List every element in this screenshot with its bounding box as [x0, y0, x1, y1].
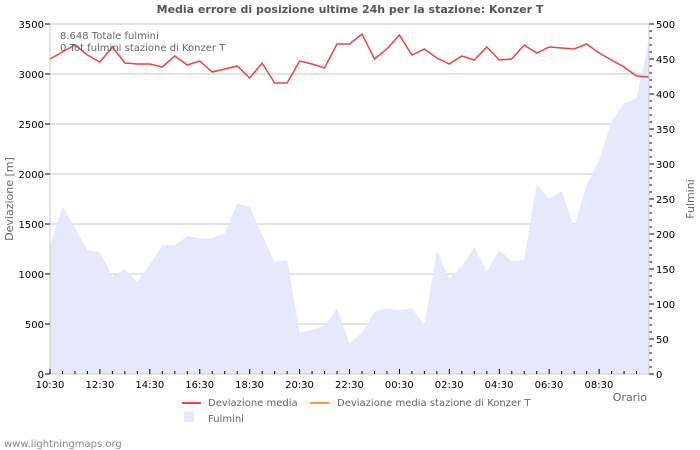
- y-axis-left: 0 500 1000 1500 2000 2500 3000 3500: [19, 20, 50, 381]
- y-right-tick: 400: [656, 90, 675, 101]
- x-tick: 08:30: [584, 380, 613, 391]
- y-right-tick: 500: [656, 20, 675, 31]
- legend-dev-label: Deviazione media: [208, 398, 298, 409]
- total-strikes-note: 8.648 Totale fulmini: [60, 31, 159, 42]
- y-right-tick: 350: [656, 125, 675, 136]
- y-right-tick: 200: [656, 230, 675, 241]
- y-right-tick: 300: [656, 160, 675, 171]
- y-left-tick: 3000: [19, 70, 44, 81]
- x-tick: 20:30: [285, 380, 314, 391]
- y-right-tick: 50: [656, 335, 669, 346]
- x-axis: 10:30 12:30 14:30 16:30 18:30 20:30 22:30 00:30…: [36, 369, 638, 391]
- x-tick: 16:30: [185, 380, 214, 391]
- y-left-label: Deviazione [m]: [3, 157, 16, 241]
- y-right-tick: 150: [656, 265, 675, 276]
- legend-dev-station-label: Deviazione media stazione di Konzer T: [337, 398, 531, 409]
- legend: Deviazione media Deviazione media stazio…: [182, 398, 531, 425]
- y-right-label: Fulmini: [684, 179, 697, 219]
- legend-strikes-swatch: [184, 412, 194, 422]
- x-tick: 00:30: [385, 380, 414, 391]
- y-left-tick: 0: [38, 370, 44, 381]
- y-left-tick: 2500: [19, 120, 44, 131]
- chart-title: Media errore di posizione ultime 24h per…: [157, 3, 544, 16]
- x-tick: 12:30: [85, 380, 114, 391]
- x-axis-label: Orario: [613, 391, 648, 404]
- x-tick: 10:30: [36, 380, 65, 391]
- y-left-tick: 500: [25, 320, 44, 331]
- legend-strikes-label: Fulmini: [208, 414, 244, 425]
- x-tick: 14:30: [135, 380, 164, 391]
- x-tick: 18:30: [235, 380, 264, 391]
- y-right-tick: 450: [656, 55, 675, 66]
- y-left-tick: 1500: [19, 220, 44, 231]
- y-right-tick: 100: [656, 300, 675, 311]
- y-right-tick: 0: [656, 370, 662, 381]
- y-right-tick: 250: [656, 195, 675, 206]
- x-tick: 04:30: [485, 380, 514, 391]
- x-tick: 06:30: [535, 380, 564, 391]
- y-axis-right: 0 50 100 150 200 250 300 350 400 450 500: [648, 20, 675, 381]
- y-left-tick: 2000: [19, 170, 44, 181]
- strikes-area: [50, 40, 649, 374]
- deviation-line: [49, 32, 650, 84]
- x-tick: 22:30: [335, 380, 364, 391]
- y-left-tick: 3500: [19, 20, 44, 31]
- x-tick: 02:30: [435, 380, 464, 391]
- y-left-tick: 1000: [19, 270, 44, 281]
- footer-credit: www.lightningmaps.org: [4, 439, 122, 450]
- station-strikes-note: 0 Tot fulmini stazione di Konzer T: [60, 43, 226, 54]
